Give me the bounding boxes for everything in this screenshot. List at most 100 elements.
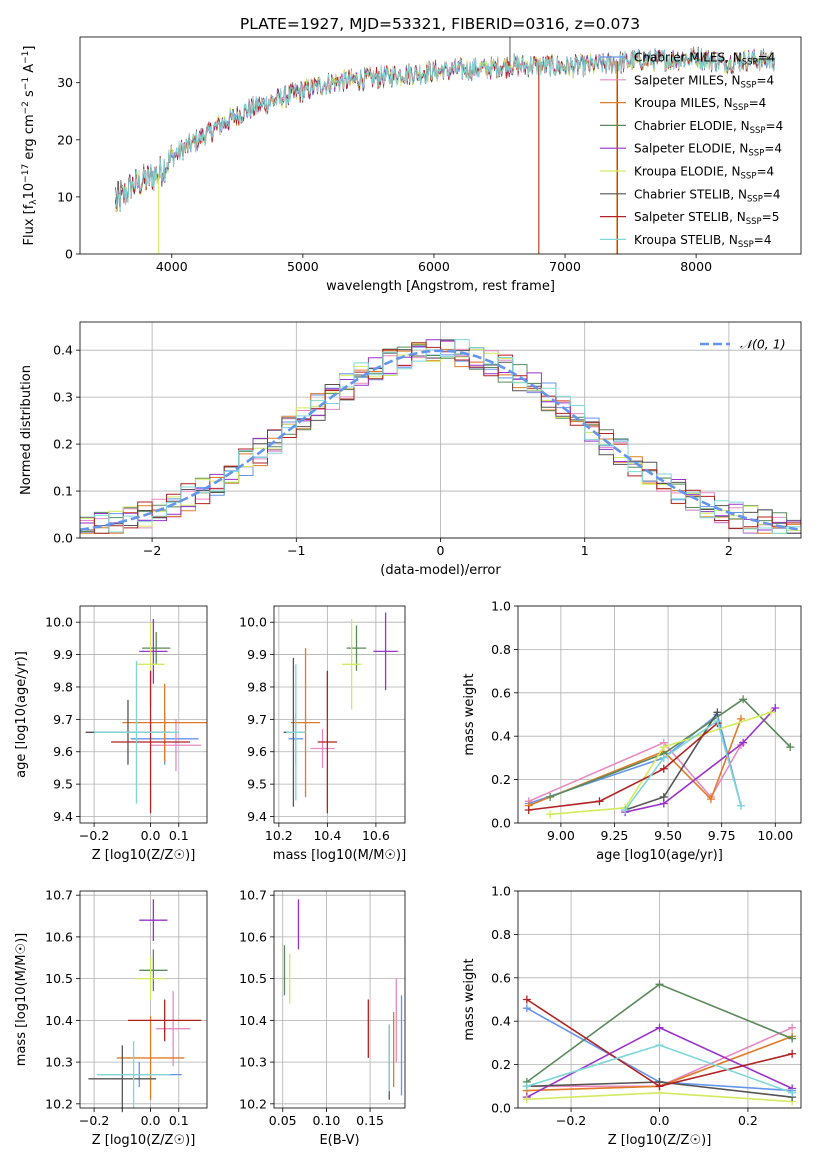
weight_vs_age-y-axis-label: mass weight xyxy=(462,673,477,755)
weight-marker-kroupa_elodie xyxy=(522,1095,531,1104)
weight-marker-kroupa_elodie xyxy=(546,810,555,819)
y-tick-label: 10.0 xyxy=(239,615,267,630)
spectrum-legend: Chabrier MILES, NSSP=4 Salpeter MILES, NS… xyxy=(600,51,783,250)
mass_vs_ebv-frame xyxy=(273,890,406,1109)
weight-marker-chabrier_miles xyxy=(522,1004,531,1013)
age_vs_mass-x-axis-label: mass [log10(M/M☉)] xyxy=(273,848,406,863)
weight-line-salpeter_elodie xyxy=(625,707,776,813)
weight-marker-chabrier_elodie xyxy=(546,792,555,801)
weight-marker-salpeter_elodie xyxy=(771,703,780,712)
weight-marker-salpeter_stelib xyxy=(524,805,533,814)
weight-line-kroupa_miles xyxy=(528,718,742,807)
weight-marker-salpeter_elodie xyxy=(739,738,748,747)
y-tick-label: 9.5 xyxy=(247,777,267,792)
y-tick-label: 1.0 xyxy=(491,884,511,899)
y-tick-label: 9.7 xyxy=(53,712,73,727)
weight-marker-salpeter_stelib xyxy=(655,1082,664,1091)
weight-marker-kroupa_elodie xyxy=(659,743,668,752)
y-tick-label: 0.8 xyxy=(491,642,511,657)
x-tick-label: −0.2 xyxy=(556,1113,586,1128)
legend-label-kroupa_stelib: Kroupa STELIB, NSSP=4 xyxy=(634,233,772,250)
x-tick-label: 10.6 xyxy=(362,828,390,843)
y-tick-label: 30 xyxy=(57,75,73,90)
mass_vs_Z-frame xyxy=(79,890,208,1109)
weight_vs_Z-frame xyxy=(517,890,802,1109)
x-tick-label: 10.4 xyxy=(313,828,341,843)
y-tick-label: 9.6 xyxy=(247,744,267,759)
x-tick-label: −1 xyxy=(287,543,305,558)
y-tick-label: 9.7 xyxy=(247,712,267,727)
y-tick-label: 9.9 xyxy=(247,647,267,662)
age_vs_Z-errorbars xyxy=(85,618,207,814)
x-tick-label: 0.0 xyxy=(650,1113,670,1128)
y-tick-label: 9.6 xyxy=(53,744,73,759)
y-tick-label: 10.7 xyxy=(45,888,73,903)
legend-label-kroupa_elodie: Kroupa ELODIE, NSSP=4 xyxy=(634,165,774,182)
x-tick-label: 0.1 xyxy=(169,1113,189,1128)
weight-line-chabrier_elodie xyxy=(549,698,791,798)
x-tick-label: 4000 xyxy=(156,259,188,274)
x-tick-label: 9.75 xyxy=(708,828,736,843)
age_vs_Z-x-axis-label: Z [log10(Z/Z☉)] xyxy=(92,848,196,863)
x-tick-label: −0.2 xyxy=(79,1113,109,1128)
y-tick-label: 9.9 xyxy=(53,647,73,662)
age_vs_mass-errorbars xyxy=(283,612,398,814)
weight_vs_age-lines xyxy=(524,695,795,819)
y-tick-label: 10.2 xyxy=(45,1096,73,1111)
legend-label-salpeter_miles: Salpeter MILES, NSSP=4 xyxy=(634,73,774,90)
y-tick-label: 0.2 xyxy=(491,1057,511,1072)
legend-label-kroupa_miles: Kroupa MILES, NSSP=4 xyxy=(634,96,766,113)
y-tick-label: 0.6 xyxy=(491,685,511,700)
weight-line-kroupa_stelib xyxy=(624,719,742,811)
residuals-x-axis-label: (data-model)/error xyxy=(380,563,501,578)
weight-marker-chabrier_stelib xyxy=(713,708,722,717)
residuals-axes: −2 −1 0 1 2 0.0 0.1 0.2 0.3 0.4 xyxy=(53,322,801,558)
weight_vs_age-frame xyxy=(517,605,802,824)
legend-label-normal: 𝒩(0, 1) xyxy=(740,337,786,352)
y-tick-label: 0.8 xyxy=(491,927,511,942)
residuals-frame xyxy=(79,321,802,539)
age_vs_mass-frame xyxy=(273,605,406,824)
weight-marker-kroupa_stelib xyxy=(655,1041,664,1050)
mass_vs_Z-errorbars xyxy=(88,899,202,1113)
y-tick-label: 10.6 xyxy=(45,929,73,944)
mass_vs_ebv-x-axis-label: E(B-V) xyxy=(319,1133,359,1148)
x-tick-label: 1 xyxy=(581,543,589,558)
mass_vs_Z-y-axis-label: mass [log10(M/M☉)] xyxy=(14,933,29,1066)
y-tick-label: 9.8 xyxy=(247,679,267,694)
y-tick-label: 9.4 xyxy=(247,809,267,824)
spectrum-y-axis-label: Flux [fλ10−17 erg cm−2 s−1 A−1] xyxy=(21,46,39,246)
y-tick-label: 10.5 xyxy=(239,971,267,986)
mass_vs_Z-axes: −0.2 0.0 0.1 10.2 10.3 10.4 10.5 10.6 10.7 xyxy=(45,888,207,1128)
y-tick-label: 10.0 xyxy=(45,615,73,630)
mass_vs_ebv-errorbars xyxy=(283,899,403,1100)
x-tick-label: 9.25 xyxy=(601,828,629,843)
y-tick-label: 10 xyxy=(57,189,73,204)
y-tick-label: 10.5 xyxy=(45,971,73,986)
weight-line-salpeter_stelib xyxy=(528,722,718,811)
legend-label-chabrier_stelib: Chabrier STELIB, NSSP=4 xyxy=(634,187,781,204)
y-tick-label: 10.2 xyxy=(239,1096,267,1111)
y-tick-label: 10.4 xyxy=(45,1013,73,1028)
y-tick-label: 0.2 xyxy=(53,437,73,452)
age_vs_Z-y-axis-label: age [log10(age/yr)] xyxy=(14,651,29,778)
y-tick-label: 0.4 xyxy=(491,729,511,744)
weight_vs_Z-lines xyxy=(522,980,797,1106)
weight-marker-kroupa_stelib xyxy=(621,805,630,814)
y-tick-label: 10.3 xyxy=(239,1055,267,1070)
y-tick-label: 0.0 xyxy=(53,531,73,546)
legend-label-chabrier_miles: Chabrier MILES, NSSP=4 xyxy=(634,51,775,68)
y-tick-label: 0.0 xyxy=(491,1101,511,1116)
weight-marker-kroupa_stelib xyxy=(522,1082,531,1091)
x-tick-label: 2 xyxy=(725,543,733,558)
y-tick-label: 0 xyxy=(65,247,73,262)
legend-label-chabrier_elodie: Chabrier ELODIE, NSSP=4 xyxy=(634,119,783,136)
y-tick-label: 0.3 xyxy=(53,390,73,405)
weight-marker-chabrier_elodie xyxy=(786,743,795,752)
x-tick-label: −2 xyxy=(143,543,161,558)
weight-marker-kroupa_miles xyxy=(706,795,715,804)
weight_vs_Z-x-axis-label: Z [log10(Z/Z☉)] xyxy=(608,1133,712,1148)
x-tick-label: 0.0 xyxy=(141,1113,161,1128)
mass_vs_ebv-axes: 0.05 0.10 0.15 10.2 10.3 10.4 10.5 10.6 10.7 xyxy=(239,888,405,1128)
x-tick-label: 6000 xyxy=(418,259,450,274)
